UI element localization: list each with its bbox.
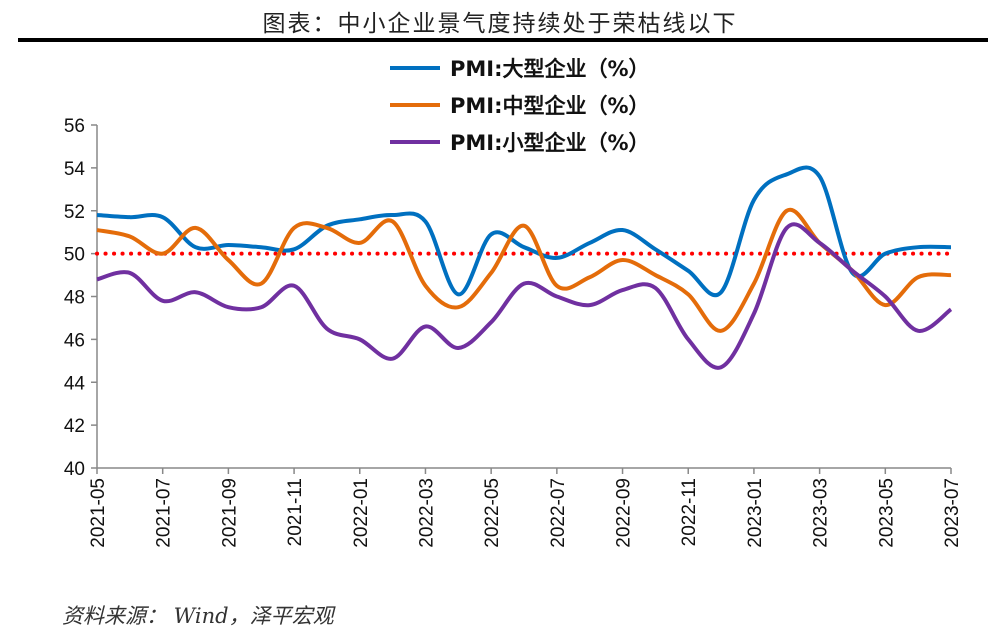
series-line-2 [96,222,953,370]
y-tick-label: 46 [64,330,85,351]
x-tick-label: 2022-09 [614,478,635,548]
x-tick-label: 2023-01 [745,478,766,548]
x-tick-label: 2023-05 [876,478,897,548]
title-divider [18,38,988,42]
x-tick-label: 2022-05 [482,478,503,548]
x-tick-label: 2021-05 [88,478,109,548]
legend-label-0: PMI:大型企业（%） [450,57,650,81]
series-line-0 [96,165,952,297]
x-tick-label: 2021-07 [154,478,175,548]
y-tick-label: 48 [64,288,85,309]
source-note: 资料来源： Wind，泽平宏观 [62,604,334,628]
x-tick-label: 2023-03 [811,478,832,548]
y-tick-label: 42 [64,416,85,437]
series-line-1 [96,207,952,333]
chart-title: 图表：中小企业景气度持续处于荣枯线以下 [262,11,738,37]
y-tick-label: 44 [64,373,86,394]
x-tick-label: 2021-11 [285,478,306,546]
y-tick-label: 56 [64,116,85,137]
x-tick-label: 2023-07 [942,478,963,548]
legend-label-2: PMI:小型企业（%） [450,131,650,155]
x-tick-label: 2021-09 [219,478,240,548]
x-tick-label: 2022-03 [416,478,437,548]
legend-label-1: PMI:中型企业（%） [450,94,650,118]
y-tick-label: 40 [64,459,85,480]
x-tick-label: 2022-11 [679,478,700,546]
y-tick-label: 52 [64,202,85,223]
x-tick-label: 2022-07 [548,478,569,548]
x-tick-label: 2022-01 [351,478,372,548]
y-tick-label: 50 [64,245,85,266]
y-tick-label: 54 [64,159,86,180]
